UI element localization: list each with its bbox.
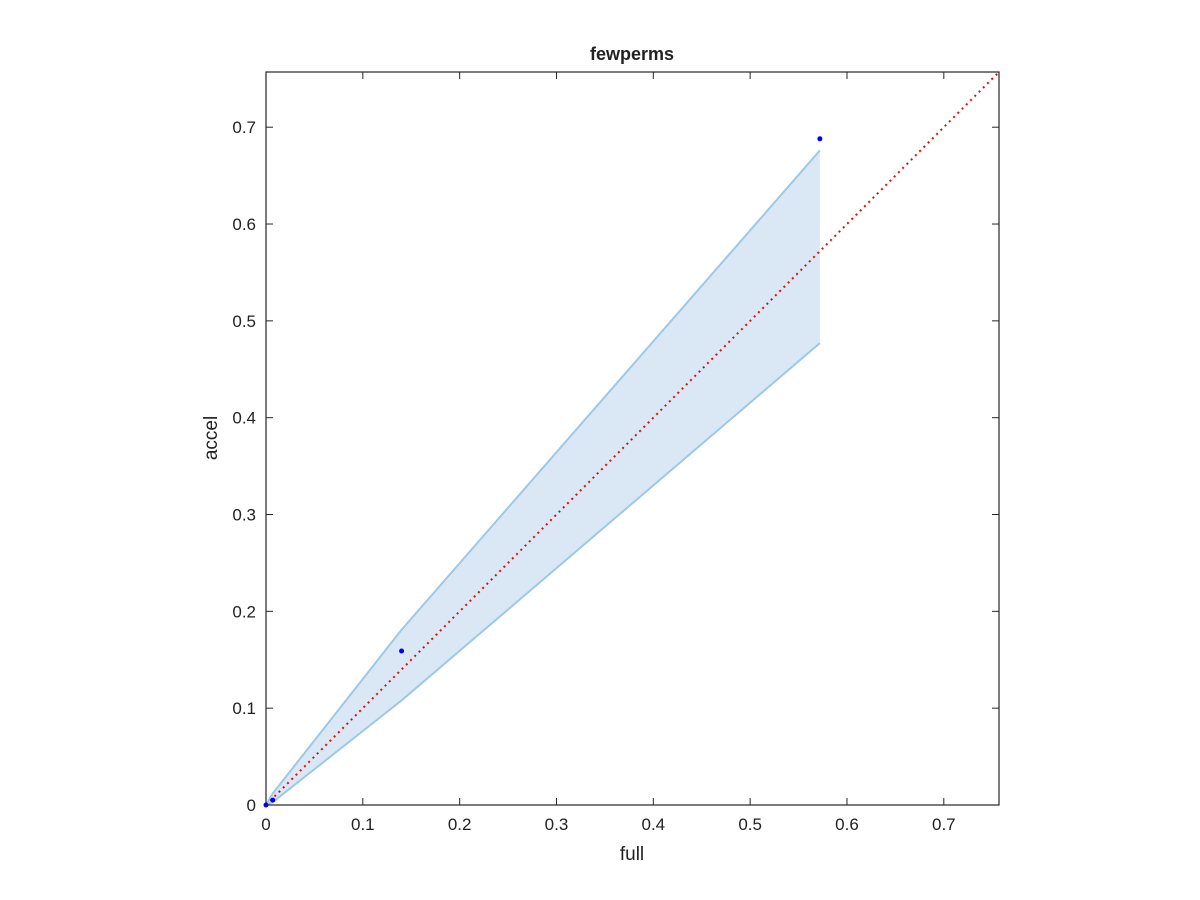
x-tick-label: 0.6 [835, 815, 859, 834]
x-tick-label: 0.7 [932, 815, 956, 834]
y-tick-label: 0.4 [232, 409, 256, 428]
data-point [817, 136, 823, 142]
y-tick-label: 0.7 [232, 118, 256, 137]
data-point [263, 802, 269, 808]
chart-title: fewperms [590, 44, 674, 64]
x-tick-label: 0.5 [738, 815, 762, 834]
y-tick-label: 0 [247, 796, 256, 815]
data-point [399, 648, 405, 654]
x-tick-label: 0.2 [448, 815, 472, 834]
band-lower-line [265, 342, 821, 806]
x-tick-label: 0.4 [641, 815, 665, 834]
y-tick-label: 0.6 [232, 215, 256, 234]
y-axis-label: accel [201, 416, 222, 460]
x-tick-label: 0.1 [351, 815, 375, 834]
y-tick-label: 0.5 [232, 312, 256, 331]
x-tick-label: 0 [261, 815, 270, 834]
y-tick-label: 0.1 [232, 699, 256, 718]
plot-frame [265, 71, 1000, 806]
x-axis-label: full [620, 844, 644, 865]
band-upper-line [265, 149, 821, 806]
y-tick-label: 0.2 [232, 602, 256, 621]
y-tick-label: 0.3 [232, 506, 256, 525]
confidence-band [266, 150, 820, 806]
data-point [270, 797, 276, 803]
x-tick-label: 0.3 [545, 815, 569, 834]
